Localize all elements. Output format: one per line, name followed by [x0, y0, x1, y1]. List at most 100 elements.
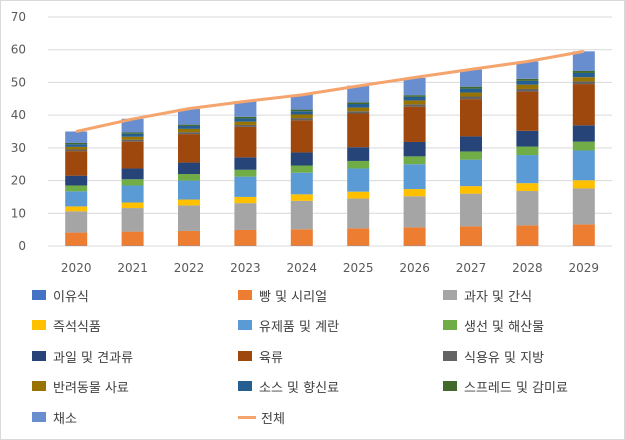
bar-segment — [347, 228, 370, 246]
bar-segment — [290, 194, 313, 201]
bar-segment — [65, 131, 88, 143]
bar-segment — [516, 88, 539, 92]
bar-segment — [572, 51, 595, 71]
bar-segment — [516, 155, 539, 184]
bar-segment — [460, 159, 482, 187]
bar-segment — [403, 77, 426, 96]
bar-segment — [290, 118, 313, 121]
bar-segment — [178, 132, 200, 135]
bar-segment — [572, 81, 595, 85]
x-tick-label: 2025 — [343, 261, 374, 275]
bar-segment — [290, 94, 313, 110]
bar-segment — [121, 136, 144, 140]
bar-segment — [403, 95, 426, 97]
bar-segment — [234, 157, 257, 170]
bar-segment — [403, 141, 426, 157]
bar-segment — [516, 84, 539, 89]
x-tick-label: 2029 — [569, 261, 600, 275]
bar-segment — [178, 205, 200, 231]
bar-segment — [460, 99, 482, 137]
bar-segment — [178, 125, 200, 129]
x-tick-label: 2021 — [117, 261, 148, 275]
bar-segment — [121, 118, 144, 133]
x-tick-label: 2023 — [230, 261, 261, 275]
bar-segment — [460, 136, 482, 152]
bar-segment — [460, 193, 482, 227]
bar-segment — [403, 164, 426, 190]
bar-segment — [572, 84, 595, 126]
y-tick-label: 70 — [11, 10, 26, 24]
bar-segment — [516, 183, 539, 192]
x-tick-label: 2024 — [287, 261, 318, 275]
bar-segment — [516, 61, 539, 79]
bar-segment — [403, 196, 426, 228]
bar-segment — [572, 72, 595, 78]
bar-segment — [347, 104, 370, 108]
bar-segment — [403, 96, 426, 101]
bar-segment — [460, 88, 482, 93]
bar-segment — [234, 229, 257, 246]
bar-segment — [65, 232, 88, 246]
bar-segment — [178, 230, 200, 246]
bar-segment — [460, 69, 482, 87]
bar-segment — [460, 151, 482, 160]
y-tick-label: 0 — [18, 239, 26, 253]
bar-segment — [347, 102, 370, 105]
bar-segment — [290, 114, 313, 119]
bar-segment — [403, 189, 426, 197]
bar-segment — [347, 85, 370, 103]
bar-segment — [234, 196, 257, 204]
bar-segment — [516, 191, 539, 226]
bar-segment — [65, 185, 88, 192]
bar-segment — [460, 226, 482, 246]
y-tick-label: 60 — [11, 43, 26, 57]
bar-segment — [403, 104, 426, 107]
bar-segment — [178, 108, 200, 125]
x-tick-label: 2028 — [512, 261, 543, 275]
bar-segment — [347, 160, 370, 169]
total-line — [75, 49, 585, 133]
bar-segment — [347, 198, 370, 229]
bar-segment — [121, 179, 144, 186]
bar-segment — [403, 227, 426, 246]
bar-segment — [121, 139, 144, 142]
bar-segment — [234, 124, 257, 127]
bar-segment — [347, 113, 370, 148]
bar-segment — [572, 77, 595, 82]
bar-segment — [460, 186, 482, 194]
x-tick-label: 2022 — [174, 261, 205, 275]
bar-segment — [290, 120, 313, 153]
x-tick-label: 2026 — [399, 261, 430, 275]
bar-segment — [65, 175, 88, 186]
y-tick-label: 10 — [11, 206, 26, 220]
bar-segment — [121, 185, 144, 203]
bar-segment — [516, 78, 539, 81]
bar-segment — [65, 191, 88, 207]
bar-segment — [121, 208, 144, 232]
bar-segment — [347, 111, 370, 114]
bar-segment — [234, 101, 257, 117]
bar-segment — [178, 162, 200, 175]
bar-segment — [290, 229, 313, 246]
bar-segment — [121, 141, 144, 169]
bar-segment — [65, 211, 88, 233]
bar-segment — [403, 100, 426, 105]
bar-segment — [572, 188, 595, 225]
bar-segment — [178, 134, 200, 163]
bar-segment — [572, 70, 595, 73]
bar-segment — [178, 124, 200, 126]
bar-segment — [290, 172, 313, 195]
x-tick-label: 2027 — [456, 261, 487, 275]
bar-segment — [234, 116, 257, 119]
x-tick-label: 2020 — [61, 261, 92, 275]
bar-segment — [121, 231, 144, 246]
bar-segment — [516, 146, 539, 156]
bar-segment — [65, 206, 88, 212]
bar-segment — [121, 202, 144, 209]
bar-segment — [234, 176, 257, 197]
bar-segment — [234, 169, 257, 177]
bar-segment — [516, 91, 539, 131]
bar-segment — [460, 86, 482, 89]
bar-segment — [290, 109, 313, 112]
